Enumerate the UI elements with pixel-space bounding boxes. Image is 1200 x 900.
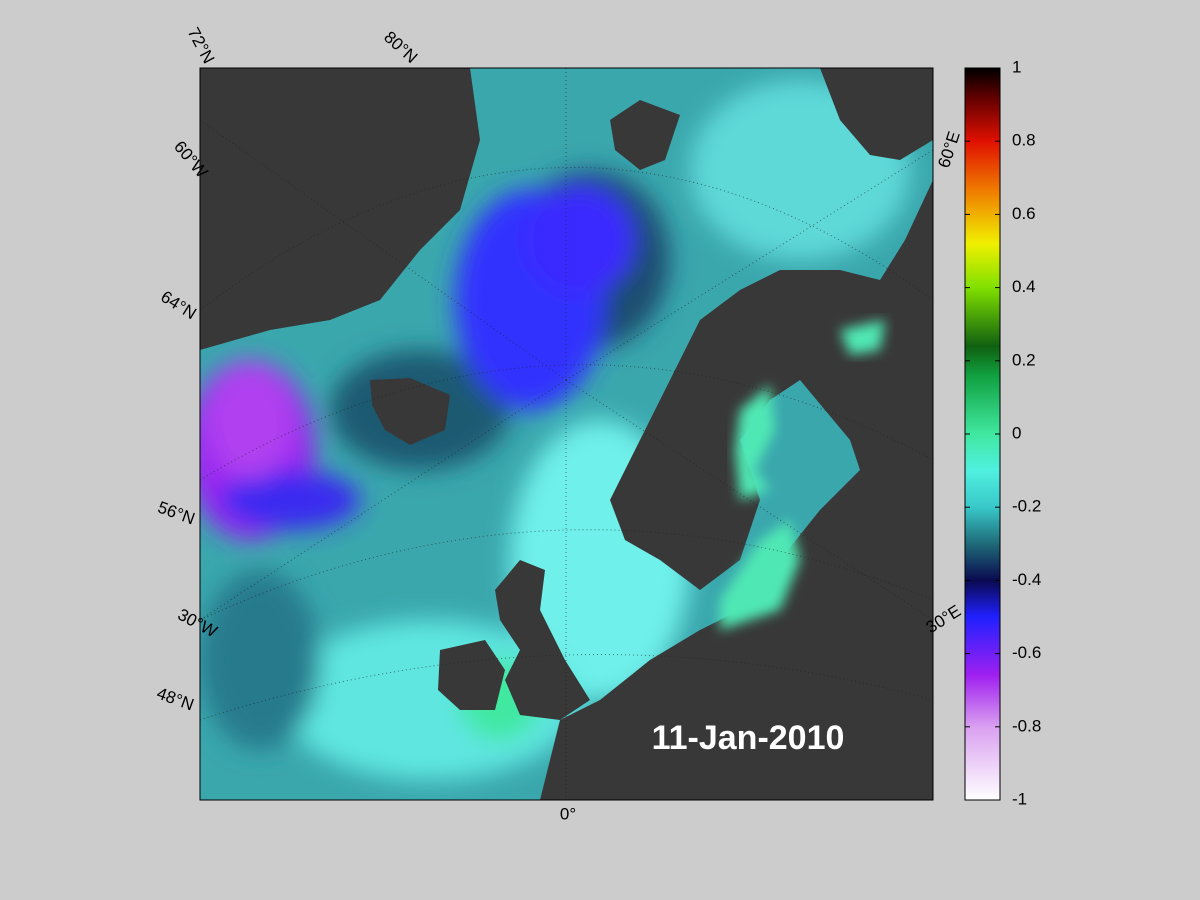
baltic-south (720, 520, 800, 630)
graticule-line (200, 379, 567, 621)
colorbar-tick-label: 0.8 (1012, 131, 1036, 150)
grid-label: 48°N (154, 684, 196, 715)
ireland (438, 640, 505, 710)
graticule-line (565, 149, 933, 381)
grid-label: 0° (560, 804, 576, 823)
colorbar-tick-label: 0.2 (1012, 350, 1036, 369)
grid-label: 64°N (157, 287, 199, 323)
colorbar-tick-label: -0.6 (1012, 643, 1041, 662)
grid-label: 56°N (155, 498, 197, 529)
grid-label: 60°E (934, 129, 964, 170)
svalbard (610, 100, 680, 170)
graticule (200, 68, 933, 800)
scandinavia-europe (540, 180, 933, 800)
colorbar-tick-label: 0.4 (1012, 277, 1036, 296)
graticule-line (200, 119, 567, 381)
colorbar-tick-label: -0.2 (1012, 497, 1041, 516)
date-label: 11-Jan-2010 (652, 719, 845, 757)
colorbar (964, 67, 1001, 801)
graticule-line (200, 364, 933, 481)
colorbar-tick-label: -1 (1012, 789, 1027, 808)
iceland (370, 378, 450, 445)
colorbar-tick-label: 0 (1012, 423, 1021, 442)
colorbar-tick-label: -0.8 (1012, 716, 1041, 735)
colorbar-tick-label: 1 (1012, 57, 1021, 76)
novaya-zemlya (820, 68, 933, 160)
colorbar-tick-label: 0.6 (1012, 204, 1036, 223)
grid-label: 72°N (184, 24, 219, 66)
colorbar-tick-label: -0.4 (1012, 570, 1041, 589)
graticule-line (200, 654, 933, 721)
greenland (200, 68, 480, 350)
graticule-line (200, 529, 933, 621)
map (200, 68, 933, 800)
land (200, 68, 933, 800)
map-frame (199, 67, 934, 801)
grid-label: 80°N (380, 27, 421, 67)
white-sea (840, 320, 885, 355)
baltic (735, 385, 775, 500)
